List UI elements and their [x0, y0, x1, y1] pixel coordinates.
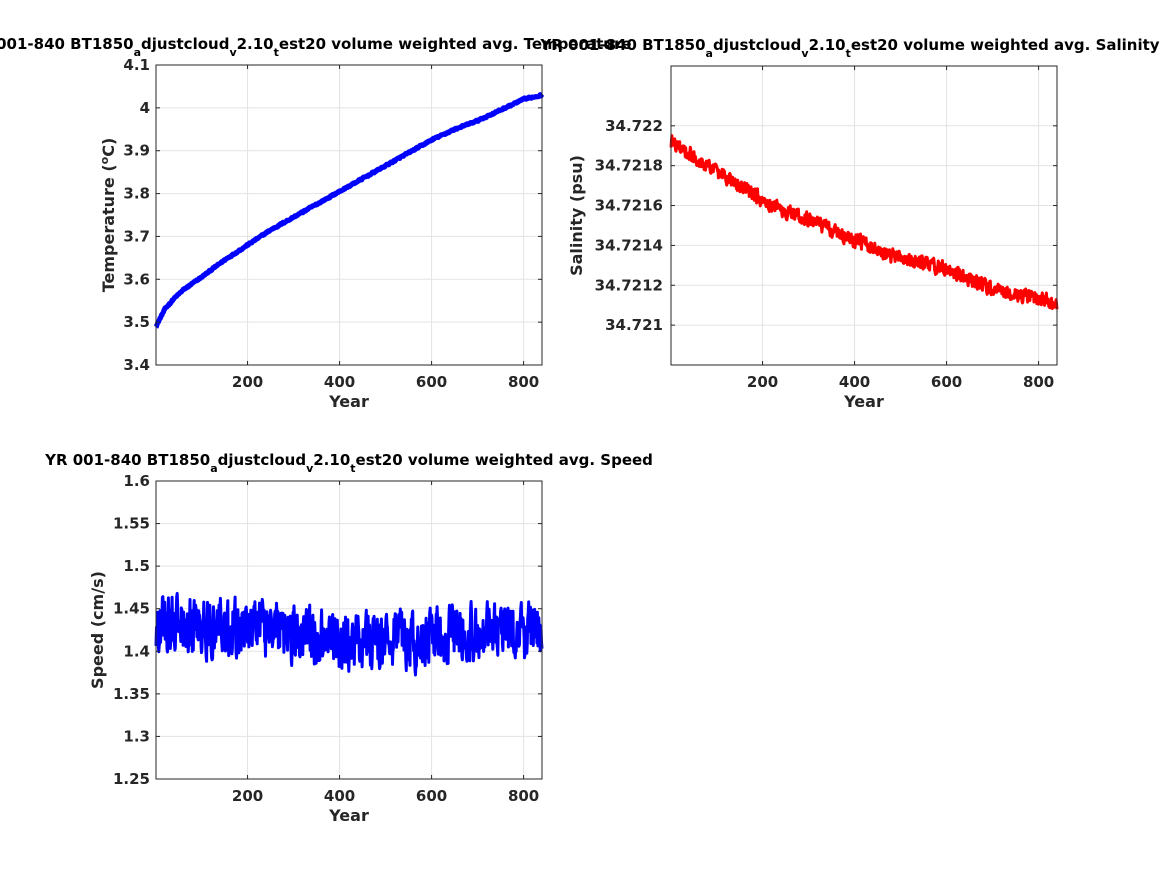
x-tick-label: 600 [416, 787, 447, 805]
x-tick-label: 400 [324, 373, 355, 391]
y-axis-label: Salinity (psu) [567, 155, 586, 276]
y-tick-label: 34.722 [605, 117, 663, 135]
x-tick-label: 800 [508, 373, 539, 391]
x-tick-label: 200 [232, 373, 263, 391]
y-tick-label: 34.7214 [595, 236, 663, 254]
x-tick-label: 600 [416, 373, 447, 391]
y-tick-label: 3.4 [123, 356, 150, 374]
plot-area [156, 65, 542, 365]
x-tick-label: 800 [1023, 373, 1054, 391]
x-tick-label: 200 [747, 373, 778, 391]
x-tick-label: 600 [931, 373, 962, 391]
y-tick-label: 1.3 [123, 727, 150, 745]
y-tick-label: 4.1 [123, 56, 150, 74]
y-tick-label: 3.5 [123, 313, 150, 331]
x-tick-label: 800 [508, 787, 539, 805]
x-axis-label: Year [328, 392, 369, 411]
y-tick-label: 34.721 [605, 316, 663, 334]
y-tick-label: 3.9 [123, 142, 150, 160]
y-tick-label: 34.7218 [595, 157, 663, 175]
series-line [154, 591, 544, 677]
y-tick-label: 1.6 [123, 472, 150, 490]
x-axis-label: Year [328, 806, 369, 825]
plot-area [671, 66, 1057, 365]
y-tick-label: 4 [140, 99, 150, 117]
y-axis-label: Temperature (oC) [98, 138, 119, 293]
salinity-panel: 200 400 600 800 34.721 34.7212 34.7214 34.7216 3… [539, 36, 1159, 411]
axes-box [155, 64, 543, 366]
y-tick-label: 34.7212 [595, 276, 663, 294]
x-tick-label: 200 [232, 787, 263, 805]
axes-box [155, 480, 543, 780]
chart-title: YR 001-840 BT1850adjustcloudv2.10test20 … [0, 35, 632, 59]
chart-title: YR 001-840 BT1850adjustcloudv2.10test20 … [539, 36, 1159, 60]
x-axis-label: Year [843, 392, 884, 411]
y-axis-label: Speed (cm/s) [88, 571, 107, 689]
x-tick-label: 400 [839, 373, 870, 391]
y-tick-label: 1.55 [113, 515, 150, 533]
y-tick-label: 34.7216 [595, 197, 663, 215]
y-tick-label: 1.4 [123, 642, 150, 660]
x-tick-label: 400 [324, 787, 355, 805]
temperature-panel: 200 400 600 800 3.4 3.5 3.6 3.7 3.8 3.9 4 4.1 Year Te… [0, 35, 632, 411]
y-tick-label: 3.6 [123, 270, 150, 288]
y-tick-label: 1.25 [113, 770, 150, 788]
y-tick-label: 1.5 [123, 557, 150, 575]
y-tick-label: 1.35 [113, 685, 150, 703]
series-line [669, 134, 1059, 310]
axes-box [670, 65, 1058, 366]
y-tick-label: 1.45 [113, 600, 150, 618]
series-line [154, 92, 545, 330]
speed-panel: 200 400 600 800 1.25 1.3 1.35 1.4 1.45 1.5 1.55 1.6… [44, 451, 653, 825]
y-tick-label: 3.7 [123, 227, 150, 245]
y-tick-label: 3.8 [123, 185, 150, 203]
chart-title: YR 001-840 BT1850adjustcloudv2.10test20 … [44, 451, 653, 475]
